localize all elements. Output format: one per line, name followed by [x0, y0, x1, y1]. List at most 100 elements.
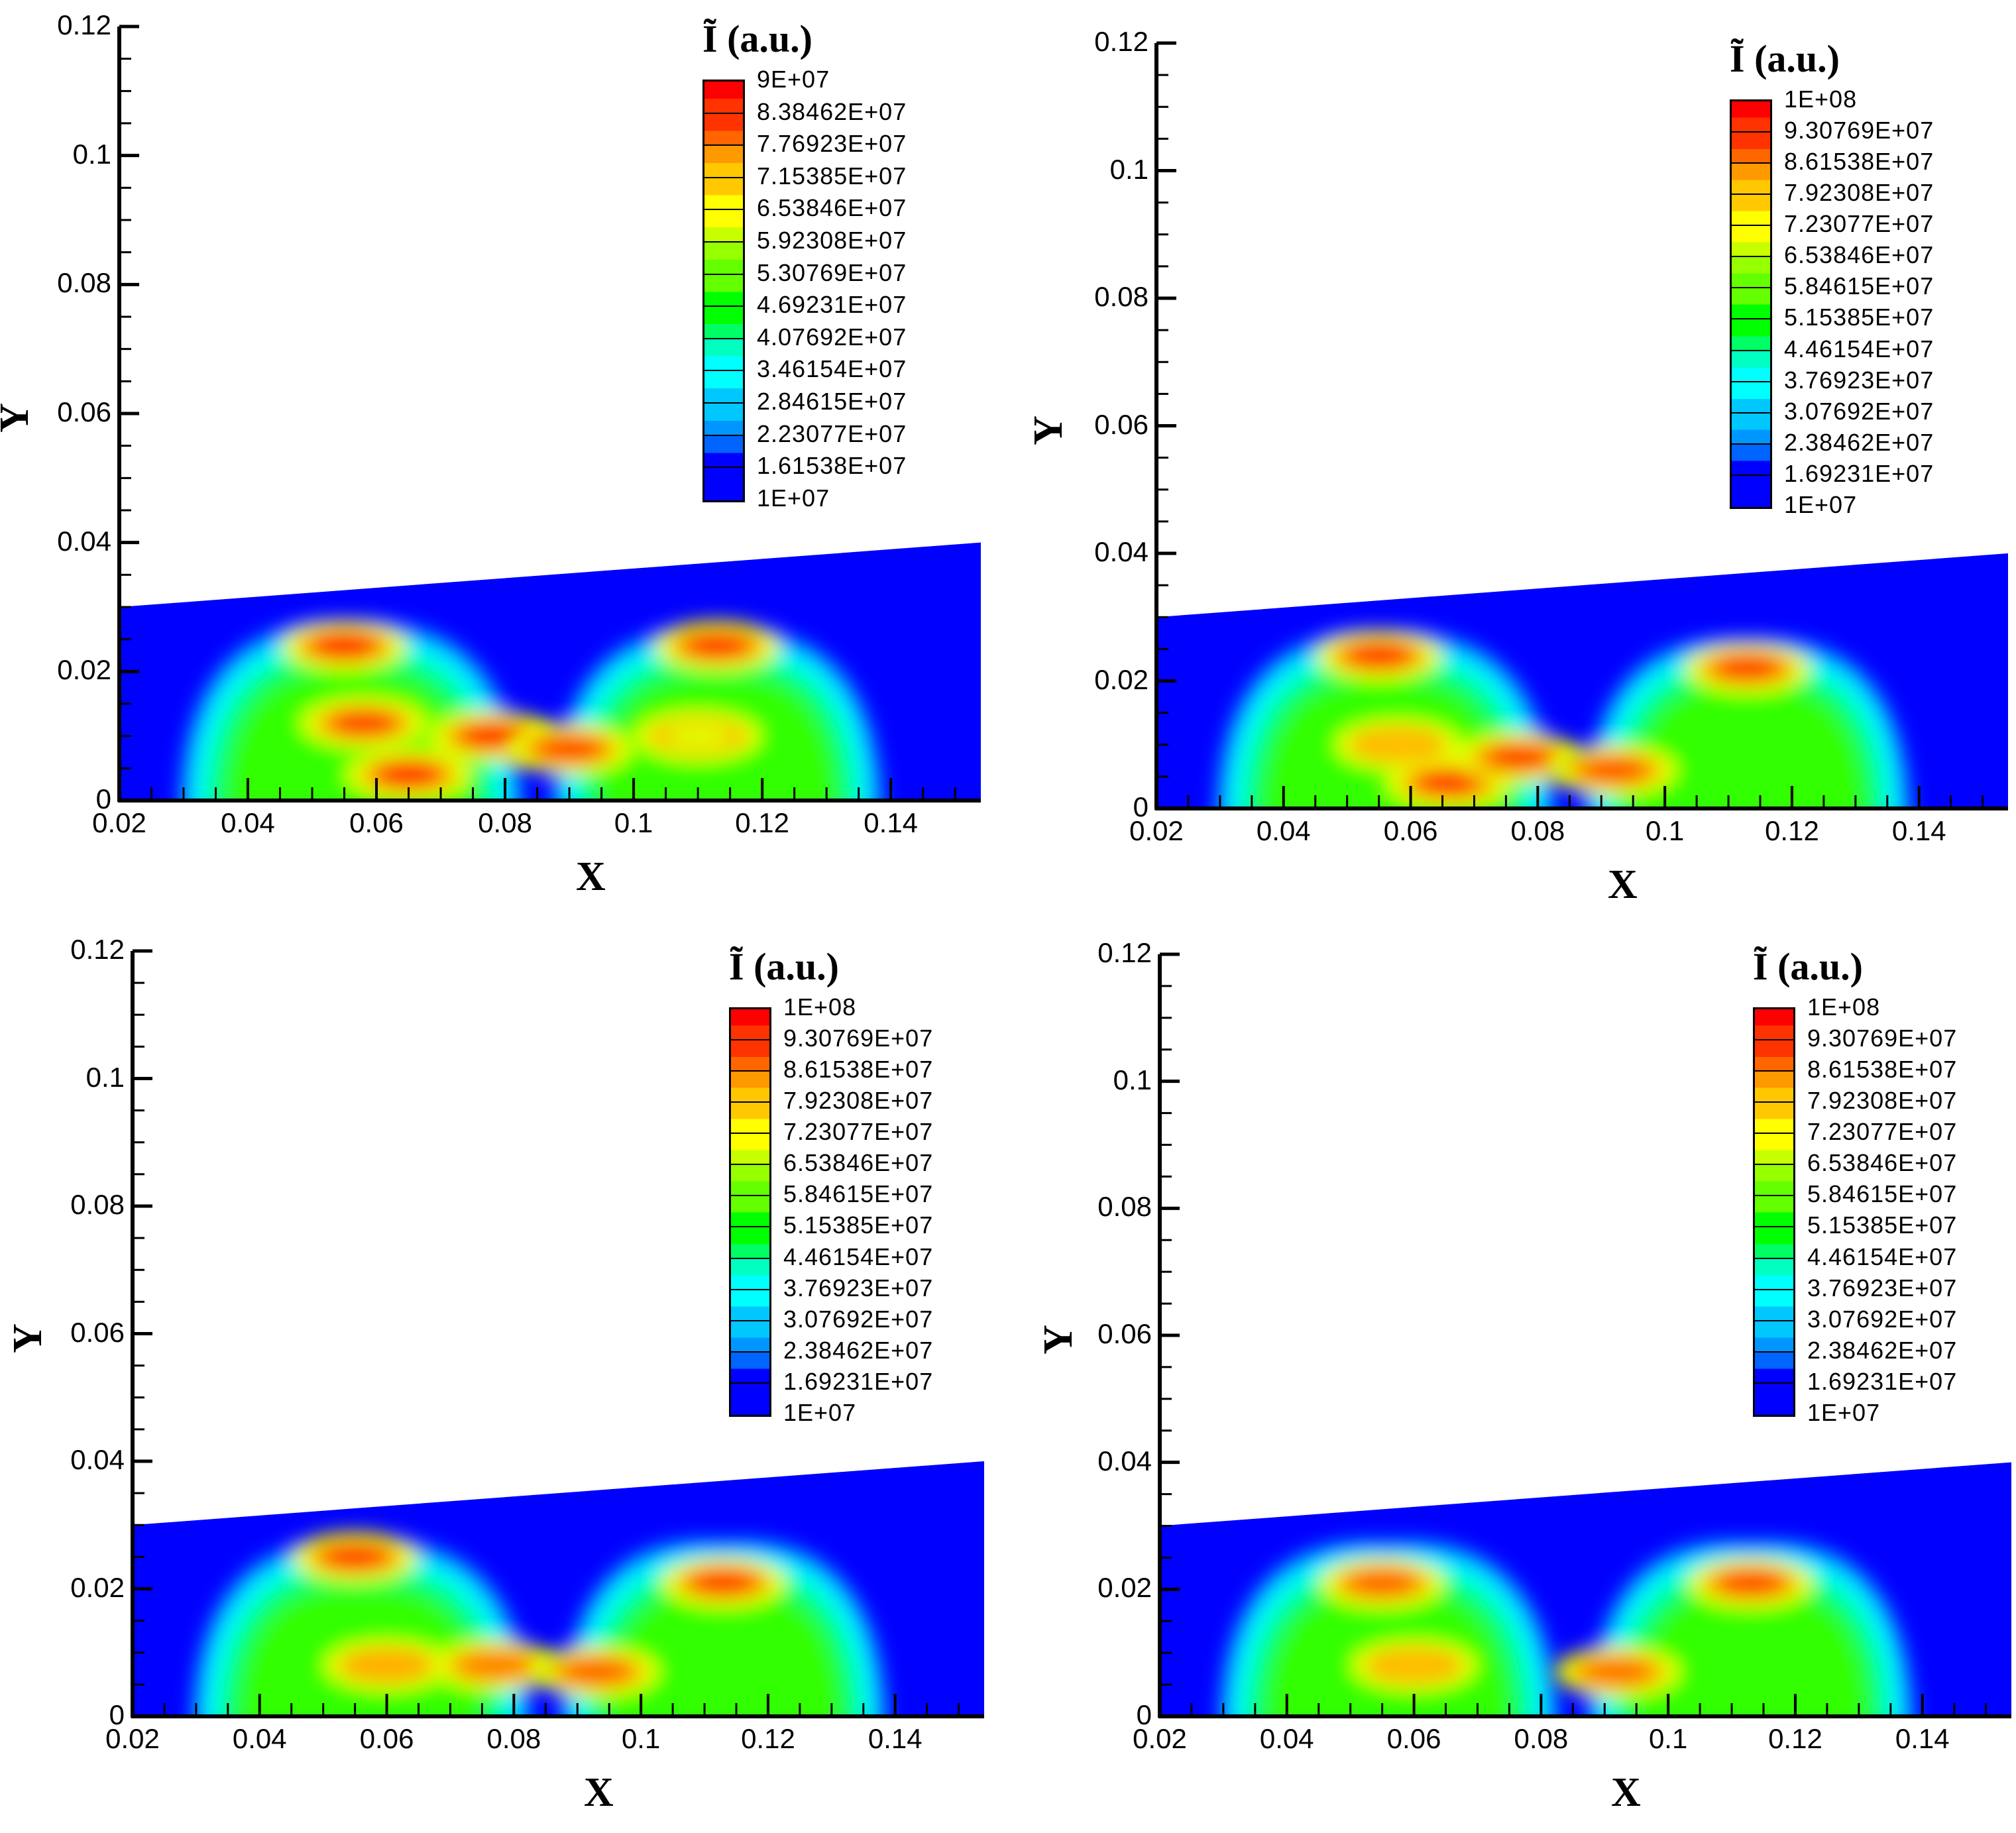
axes [1158, 952, 2011, 1718]
axes [117, 25, 981, 803]
legend-level-label: 8.61538E+07 [1807, 1056, 1958, 1083]
legend-level-label: 3.07692E+07 [1784, 397, 1934, 425]
legend-level-label: 7.23077E+07 [783, 1118, 934, 1146]
colorbar-band [1755, 1321, 1793, 1353]
colorbar-band [704, 146, 743, 178]
colorbar-band [1755, 1165, 1793, 1197]
colorbar-band [704, 82, 743, 114]
colorbar-band [704, 339, 743, 372]
legend-level-label: 6.53846E+07 [783, 1149, 934, 1177]
legend-level-label: 1E+07 [757, 484, 830, 512]
plume-2 [533, 1537, 889, 1716]
x-tick-label: 0.02 [1133, 1723, 1187, 1754]
x-axis-title: X [584, 1770, 614, 1815]
colorbar-band [1755, 1040, 1793, 1072]
contour-panel-bottom-left: 0 0.02 0.04 0.06 0.08 0.1 0.12 0.02 0.04 0.06 0.08… [5, 924, 1021, 1830]
y-tick-label: 0.1 [1113, 1064, 1152, 1095]
x-tick-label: 0.04 [221, 807, 275, 838]
y-axis-title: Y [1035, 1325, 1081, 1355]
legend-level-label: 2.84615E+07 [757, 388, 907, 416]
y-tick-label: 0.08 [1094, 281, 1148, 312]
legend-level-label: 2.23077E+07 [757, 419, 907, 447]
x-tick-label: 0.1 [621, 1723, 661, 1754]
legend-level-label: 9E+07 [757, 66, 830, 93]
x-tick-label: 0.12 [1768, 1723, 1822, 1754]
x-tick-label: 0.1 [1648, 1723, 1688, 1754]
colorbar-band [731, 1321, 769, 1353]
legend-level-label: 7.92308E+07 [1807, 1087, 1958, 1115]
colorbar-band [1755, 1072, 1793, 1103]
legend-title: Ĩ (a.u.) [1730, 37, 1840, 80]
axes [131, 949, 984, 1718]
colorbar-band [1732, 475, 1770, 507]
colorbar-band [731, 1383, 769, 1415]
colorbar-band [731, 1134, 769, 1166]
legend-level-label: 6.53846E+07 [757, 194, 907, 222]
legend-labels: 1E+08 9.30769E+07 8.61538E+07 7.92308E+07 7.… [1807, 991, 1957, 1428]
x-tick-label: 0.08 [486, 1723, 541, 1754]
colorbar-band [1732, 195, 1770, 227]
y-tick-label: 0 [1133, 791, 1148, 822]
legend-level-label: 1E+07 [1807, 1398, 1881, 1426]
legend-level-label: 3.76923E+07 [1784, 366, 1934, 394]
contour-panel-top-left: 0 0.02 0.04 0.06 0.08 0.1 0.12 0.02 0.04 0.06 0.08… [0, 0, 1007, 905]
x-tick-label: 0.08 [1514, 1723, 1569, 1754]
plot-area [131, 949, 984, 1718]
legend-level-label: 4.69231E+07 [757, 291, 907, 319]
y-tick-label: 0.06 [70, 1316, 125, 1348]
colorbar-band [1732, 444, 1770, 476]
contour-panel-bottom-right: 0 0.02 0.04 0.06 0.08 0.1 0.12 0.02 0.04 0.06 0.08… [1036, 928, 2016, 1833]
y-tick-label: 0.02 [1097, 1572, 1152, 1604]
legend-level-label: 4.46154E+07 [1784, 335, 1934, 362]
x-tick-label: 0.08 [1510, 815, 1565, 846]
legend-level-label: 1.69231E+07 [1807, 1367, 1958, 1395]
legend-level-label: 1.69231E+07 [783, 1367, 934, 1395]
contour-field [190, 1531, 889, 1716]
legend-level-label: 5.15385E+07 [783, 1211, 934, 1239]
legend-level-label: 5.84615E+07 [1807, 1180, 1958, 1208]
x-tick-label: 0.02 [92, 807, 146, 838]
legend-level-label: 1E+08 [1784, 85, 1858, 113]
colorbar [702, 80, 745, 502]
legend-level-label: 7.76923E+07 [757, 130, 907, 158]
y-tick-label: 0 [109, 1699, 125, 1730]
y-tick-label: 0.12 [1094, 26, 1148, 57]
colorbar-band [704, 274, 743, 307]
colorbar-band [731, 1103, 769, 1135]
colorbar-band [1732, 382, 1770, 414]
plot-area [117, 25, 981, 803]
y-tick-label: 0.08 [1097, 1191, 1152, 1223]
legend-level-label: 7.15385E+07 [757, 162, 907, 190]
legend-title: Ĩ (a.u.) [729, 945, 839, 988]
legend-title: Ĩ (a.u.) [1753, 945, 1863, 988]
legend-labels: 9E+07 8.38462E+07 7.76923E+07 7.15385E+07 6.… [757, 64, 907, 515]
legend-title: Ĩ (a.u.) [702, 17, 812, 60]
colorbar-band [731, 1072, 769, 1103]
colorbar-band [704, 113, 743, 146]
contour-panel-top-right: 0 0.02 0.04 0.06 0.08 0.1 0.12 0.02 0.04 0.06 0.08… [1026, 13, 2016, 918]
x-tick-label: 0.02 [105, 1723, 160, 1754]
colorbar-band [1732, 133, 1770, 164]
y-axis-title: Y [1025, 415, 1071, 445]
plume-1 [1217, 1537, 1561, 1716]
legend-level-label: 6.53846E+07 [1784, 241, 1934, 269]
colorbar-band [1755, 1134, 1793, 1166]
legend-labels: 1E+08 9.30769E+07 8.61538E+07 7.92308E+07 7.… [783, 991, 933, 1428]
x-tick-label: 0.1 [614, 807, 653, 838]
y-tick-label: 0.06 [1094, 408, 1148, 440]
plume-2 [1551, 636, 1913, 808]
colorbar-band [1755, 1352, 1793, 1384]
legend-level-label: 4.46154E+07 [783, 1243, 934, 1270]
x-tick-label: 0.1 [1645, 815, 1685, 846]
y-tick-label: 0.04 [70, 1444, 125, 1475]
colorbar-band [731, 1227, 769, 1259]
colorbar-band [704, 178, 743, 211]
contour-field [1217, 1537, 1917, 1716]
legend-level-label: 1E+07 [783, 1398, 857, 1426]
y-tick-label: 0.08 [57, 267, 111, 299]
y-tick-label: 0.12 [70, 934, 125, 965]
colorbar-band [1755, 1227, 1793, 1259]
legend-level-label: 5.84615E+07 [1784, 272, 1934, 300]
legend-level-label: 5.15385E+07 [1807, 1211, 1958, 1239]
legend-level-label: 1E+08 [1807, 993, 1881, 1021]
